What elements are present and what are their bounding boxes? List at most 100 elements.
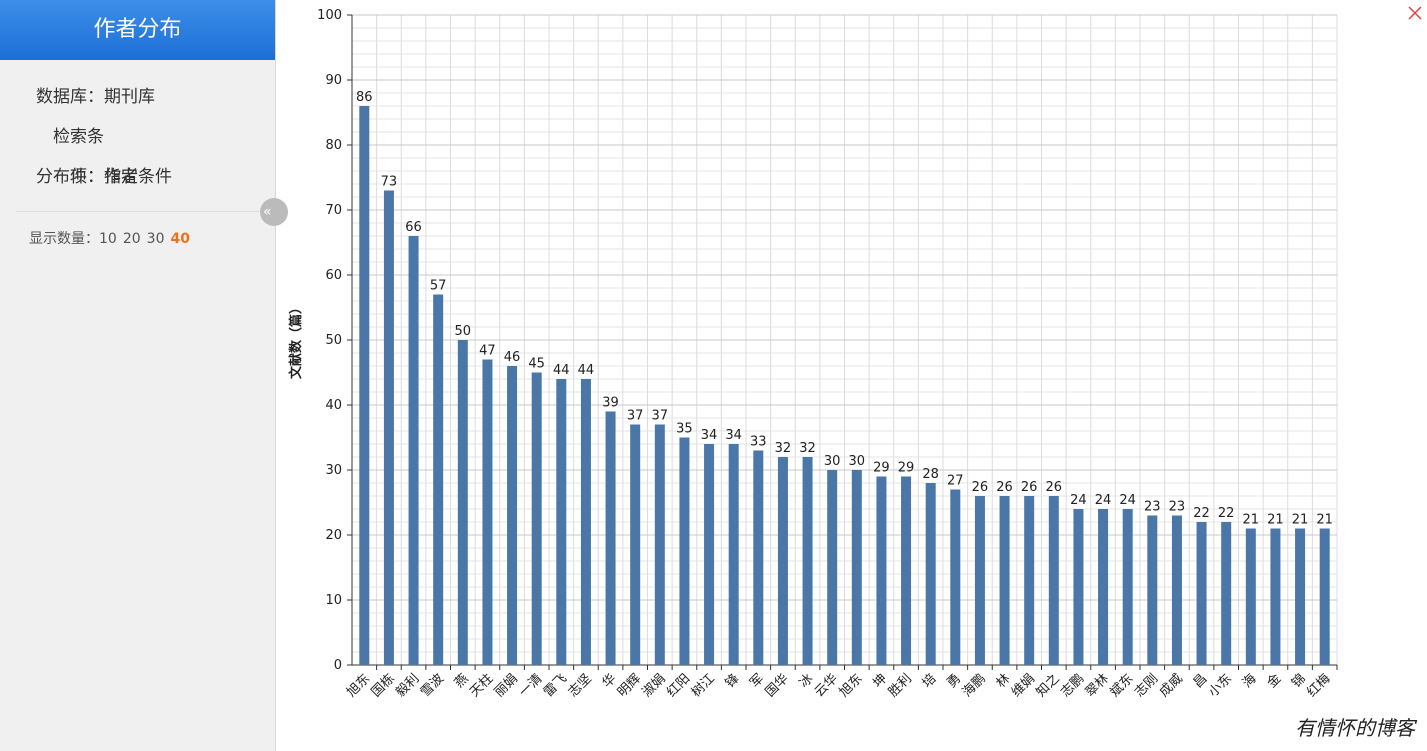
bar bbox=[1319, 528, 1330, 665]
chart: 文献数（篇） 0 10 20 30 40 50 60 70 80 90 100 旭东 86 国栋 73 毅利 6… bbox=[288, 6, 1422, 701]
x-tick-label: 红阳 bbox=[664, 671, 694, 701]
value-label: 27 bbox=[947, 474, 964, 489]
x-tick-label: 斌东 bbox=[1108, 671, 1137, 700]
x-tick-label: 知之 bbox=[1033, 671, 1063, 701]
close-button[interactable] bbox=[1408, 6, 1422, 20]
count-option[interactable]: 40 bbox=[170, 231, 190, 247]
y-tick-label: 20 bbox=[325, 528, 342, 543]
x-tick-label: 志坚 bbox=[566, 671, 595, 700]
field-row: 数据库：期刊库 bbox=[16, 77, 259, 117]
y-tick-label: 60 bbox=[325, 268, 342, 283]
x-tick-label: 旭东 bbox=[837, 671, 866, 700]
y-tick-label: 10 bbox=[325, 593, 342, 608]
x-tick-label: 雷飞 bbox=[541, 671, 570, 700]
bar bbox=[1295, 528, 1306, 665]
value-label: 23 bbox=[1169, 500, 1186, 515]
value-label: 28 bbox=[922, 467, 939, 482]
field-value: 指定条件 bbox=[104, 167, 172, 187]
bar bbox=[1024, 496, 1035, 665]
value-label: 22 bbox=[1218, 506, 1235, 521]
value-label: 29 bbox=[898, 461, 915, 476]
x-tick-label: 红梅 bbox=[1304, 671, 1334, 701]
bar bbox=[974, 496, 985, 665]
bar bbox=[359, 106, 370, 665]
bar bbox=[1196, 522, 1207, 665]
x-tick-label: 国栋 bbox=[368, 671, 398, 701]
x-tick-label: 金 bbox=[1264, 671, 1285, 692]
value-label: 23 bbox=[1144, 500, 1161, 515]
bar bbox=[1147, 515, 1158, 665]
x-tick-label: 淑娟 bbox=[640, 671, 669, 700]
count-option[interactable]: 30 bbox=[146, 231, 165, 247]
bar bbox=[531, 372, 542, 665]
value-label: 24 bbox=[1119, 493, 1136, 508]
bar bbox=[1270, 528, 1281, 665]
value-label: 39 bbox=[602, 396, 619, 411]
bar bbox=[999, 496, 1010, 665]
x-tick-label: 维娟 bbox=[1009, 671, 1038, 700]
value-label: 32 bbox=[775, 441, 792, 456]
y-tick-label: 40 bbox=[325, 398, 342, 413]
y-tick-label: 100 bbox=[317, 8, 342, 23]
field-label: 检索条件： bbox=[53, 127, 104, 187]
x-tick-label: 云华 bbox=[812, 671, 841, 700]
bar bbox=[950, 489, 961, 665]
value-label: 24 bbox=[1070, 493, 1087, 508]
x-tick-label: 成威 bbox=[1157, 671, 1186, 700]
x-tick-label: 小东 bbox=[1206, 671, 1235, 700]
y-tick-label: 90 bbox=[325, 73, 342, 88]
value-label: 32 bbox=[799, 441, 816, 456]
value-label: 47 bbox=[479, 344, 496, 359]
bar bbox=[802, 457, 813, 665]
bar bbox=[704, 444, 715, 665]
y-tick-label: 0 bbox=[334, 658, 342, 673]
bar bbox=[556, 379, 567, 665]
bar bbox=[1048, 496, 1059, 665]
count-option[interactable]: 20 bbox=[122, 231, 141, 247]
bar bbox=[827, 470, 838, 665]
bar bbox=[482, 359, 493, 665]
bar bbox=[605, 411, 616, 665]
x-tick-label: 志刚 bbox=[1132, 671, 1161, 700]
count-option[interactable]: 10 bbox=[99, 231, 117, 247]
bar bbox=[1122, 509, 1133, 665]
value-label: 73 bbox=[381, 175, 398, 190]
value-label: 26 bbox=[1021, 480, 1038, 495]
value-label: 21 bbox=[1243, 513, 1260, 528]
value-label: 33 bbox=[750, 435, 767, 450]
value-label: 37 bbox=[627, 409, 644, 424]
x-tick-label: 翠林 bbox=[1083, 671, 1112, 700]
field-row: 检索条件：指定条件 bbox=[16, 117, 259, 187]
y-tick-label: 50 bbox=[325, 333, 342, 348]
value-label: 34 bbox=[725, 428, 742, 443]
x-tick-label: 海 bbox=[1240, 671, 1260, 691]
collapse-button[interactable]: « bbox=[260, 198, 288, 226]
bar bbox=[1221, 522, 1232, 665]
value-label: 21 bbox=[1316, 513, 1333, 528]
value-label: 30 bbox=[824, 454, 841, 469]
count-selector: 显示数量：10 20 30 40 bbox=[0, 212, 275, 248]
value-label: 29 bbox=[873, 461, 890, 476]
x-tick-label: 天柱 bbox=[467, 671, 496, 700]
value-label: 44 bbox=[578, 363, 595, 378]
field-value: 作者 bbox=[104, 167, 138, 187]
value-label: 30 bbox=[849, 454, 866, 469]
x-tick-label: 树江 bbox=[689, 671, 718, 700]
value-label: 21 bbox=[1267, 513, 1284, 528]
bar bbox=[901, 476, 912, 665]
bar bbox=[630, 424, 641, 665]
field-row: 分布项：作者 bbox=[16, 157, 259, 197]
x-tick-label: 雪波 bbox=[418, 671, 447, 700]
y-tick-label: 70 bbox=[325, 203, 342, 218]
value-label: 24 bbox=[1095, 493, 1112, 508]
value-label: 44 bbox=[553, 363, 570, 378]
bar bbox=[753, 450, 764, 665]
value-label: 45 bbox=[528, 357, 545, 372]
bar bbox=[408, 236, 419, 665]
bar bbox=[654, 424, 665, 665]
value-label: 22 bbox=[1193, 506, 1210, 521]
x-tick-label: 一清 bbox=[517, 671, 546, 700]
x-tick-label: 海鹏 bbox=[960, 671, 989, 700]
bar bbox=[925, 483, 936, 665]
